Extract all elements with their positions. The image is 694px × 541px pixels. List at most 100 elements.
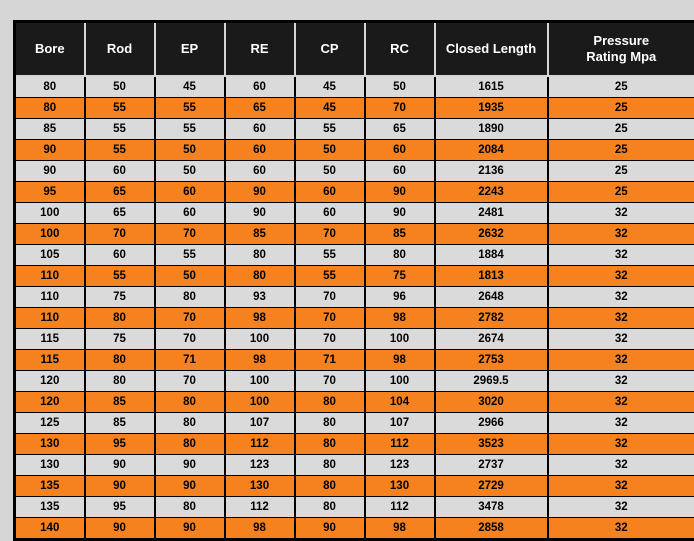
table-cell: 112 [225,434,295,455]
table-cell: 25 [548,98,694,119]
table-cell: 130 [15,455,85,476]
table-cell: 80 [155,434,225,455]
table-cell: 2481 [435,203,548,224]
table-cell: 25 [548,119,694,140]
table-cell: 98 [225,308,295,329]
table-cell: 80 [85,371,155,392]
table-cell: 2753 [435,350,548,371]
table-cell: 130 [15,434,85,455]
column-header-bore: Bore [15,22,85,77]
column-header-ep: EP [155,22,225,77]
table-cell: 3523 [435,434,548,455]
table-cell: 70 [155,329,225,350]
table-cell: 55 [155,119,225,140]
table-cell: 55 [155,98,225,119]
table-cell: 60 [225,140,295,161]
table-cell: 50 [155,266,225,287]
table-cell: 65 [365,119,435,140]
table-cell: 80 [225,266,295,287]
table-cell: 90 [365,203,435,224]
table-cell: 50 [295,161,365,182]
table-cell: 90 [85,518,155,540]
table-cell: 93 [225,287,295,308]
table-cell: 32 [548,497,694,518]
table-cell: 32 [548,224,694,245]
table-cell: 90 [295,518,365,540]
table-cell: 80 [295,413,365,434]
table-cell: 140 [15,518,85,540]
table-cell: 90 [155,455,225,476]
table-cell: 25 [548,182,694,203]
table-cell: 130 [365,476,435,497]
table-cell: 71 [155,350,225,371]
table-cell: 60 [225,119,295,140]
table-cell: 2737 [435,455,548,476]
table-cell: 55 [155,245,225,266]
table-cell: 107 [365,413,435,434]
table-cell: 80 [155,413,225,434]
column-header-cp: CP [295,22,365,77]
table-cell: 95 [85,497,155,518]
table-cell: 2729 [435,476,548,497]
table-cell: 100 [15,203,85,224]
table-cell: 90 [155,518,225,540]
table-cell: 115 [15,329,85,350]
table-cell: 104 [365,392,435,413]
table-cell: 95 [15,182,85,203]
table-cell: 100 [365,371,435,392]
table-cell: 50 [155,161,225,182]
table-cell: 100 [15,224,85,245]
table-cell: 112 [365,434,435,455]
table-cell: 75 [365,266,435,287]
table-cell: 100 [225,371,295,392]
table-cell: 85 [225,224,295,245]
table-cell: 65 [85,182,155,203]
table-cell: 55 [85,119,155,140]
spec-table-container: Bore Rod EP RE CP RC Closed Length Press… [13,20,694,541]
table-cell: 123 [365,455,435,476]
table-cell: 32 [548,392,694,413]
table-cell: 95 [85,434,155,455]
table-cell: 60 [295,203,365,224]
table-cell: 80 [295,497,365,518]
table-cell: 1884 [435,245,548,266]
column-header-closed-length: Closed Length [435,22,548,77]
table-cell: 1935 [435,98,548,119]
table-cell: 98 [365,308,435,329]
table-cell: 100 [365,329,435,350]
table-cell: 60 [155,182,225,203]
table-cell: 135 [15,476,85,497]
table-cell: 110 [15,287,85,308]
table-cell: 80 [155,497,225,518]
table-cell: 105 [15,245,85,266]
table-cell: 1615 [435,76,548,98]
table-cell: 120 [15,371,85,392]
table-cell: 45 [295,76,365,98]
table-cell: 110 [15,266,85,287]
table-cell: 85 [85,392,155,413]
table-cell: 71 [295,350,365,371]
table-cell: 85 [15,119,85,140]
table-cell: 70 [85,224,155,245]
table-cell: 55 [85,140,155,161]
table-cell: 3478 [435,497,548,518]
table-cell: 80 [85,308,155,329]
table-cell: 32 [548,413,694,434]
table-cell: 98 [365,518,435,540]
table-cell: 110 [15,308,85,329]
